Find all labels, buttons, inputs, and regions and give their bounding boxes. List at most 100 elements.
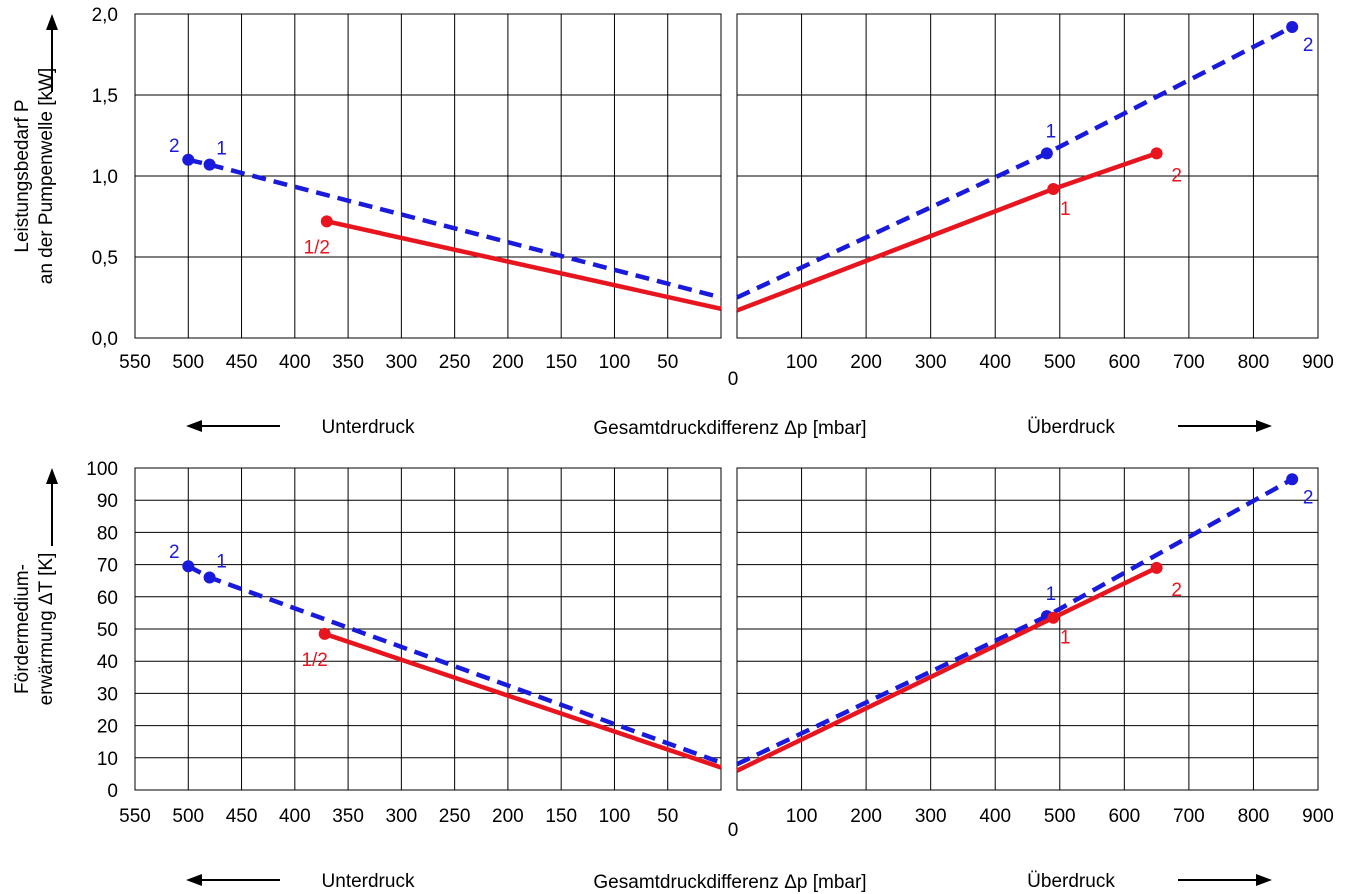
- x-tick-label-left: 150: [545, 352, 577, 373]
- x-tick-label-right: 900: [1302, 806, 1334, 827]
- x-tick-label-right: 200: [850, 806, 882, 827]
- x-tick-label-zero: 0: [728, 820, 739, 841]
- left-arrow-icon: [186, 420, 202, 432]
- x-tick-label-left: 250: [439, 806, 471, 827]
- point-label: 1: [1060, 628, 1071, 649]
- x-tick-label-left: 400: [279, 352, 311, 373]
- left-region-label: Unterdruck: [322, 871, 415, 892]
- y-tick-label: 100: [86, 459, 118, 480]
- x-tick-label-right: 600: [1108, 352, 1140, 373]
- y-tick-label: 1,5: [92, 86, 118, 107]
- series-solid-red: 1/2 1 2: [301, 561, 1182, 773]
- x-tick-label-left: 350: [332, 352, 364, 373]
- point-label: 2: [1303, 35, 1314, 56]
- data-point: [182, 560, 195, 573]
- series-line-left: [326, 219, 722, 312]
- left-region-label: Unterdruck: [322, 417, 415, 438]
- y-tick-label: 70: [97, 556, 118, 577]
- grid: [134, 13, 1319, 339]
- x-tick-label-right: 800: [1238, 352, 1270, 373]
- right-region-label: Überdruck: [1027, 417, 1115, 438]
- x-tick-label-left: 100: [599, 806, 631, 827]
- y-tick-label: 1,0: [92, 167, 118, 188]
- x-axis-title: Gesamtdruckdifferenz Δp [mbar]: [593, 872, 866, 893]
- x-tick-label-left: 50: [657, 352, 678, 373]
- x-tick-label-right: 500: [1044, 806, 1076, 827]
- x-tick-label-left: 550: [119, 352, 151, 373]
- point-label: 1: [1060, 199, 1071, 220]
- y-tick-label: 2,0: [92, 5, 118, 26]
- data-point: [1040, 147, 1053, 160]
- y-tick-label: 90: [97, 491, 118, 512]
- plot-frame-right: [736, 13, 1319, 339]
- series-line-right: [736, 477, 1294, 767]
- series-line-left: [187, 157, 722, 300]
- series-line-right: [736, 565, 1158, 773]
- y-axis-title: Fördermedium-erwärmung ΔT [K]: [12, 553, 57, 706]
- grid: [134, 467, 1319, 791]
- y-tick-label: 50: [97, 620, 118, 641]
- x-tick-label-right: 400: [979, 806, 1011, 827]
- right-region-label: Überdruck: [1027, 871, 1115, 892]
- x-tick-label-right: 800: [1238, 806, 1270, 827]
- point-label: 1: [216, 139, 227, 160]
- x-tick-label-right: 100: [786, 806, 818, 827]
- left-arrow-icon: [186, 874, 202, 886]
- data-point: [1047, 182, 1060, 195]
- y-tick-label: 0,0: [92, 329, 118, 350]
- series-solid-red: 1/2 1 2: [304, 147, 1182, 313]
- y-tick-label: 60: [97, 588, 118, 609]
- y-tick-label: 40: [97, 652, 118, 673]
- x-tick-label-right: 400: [979, 352, 1011, 373]
- plot-frame-left: [134, 467, 722, 791]
- x-tick-label-right: 700: [1173, 352, 1205, 373]
- x-tick-label-left: 150: [545, 806, 577, 827]
- x-tick-label-right: 100: [786, 352, 818, 373]
- data-point: [1286, 473, 1299, 486]
- x-tick-label-zero: 0: [728, 369, 739, 390]
- point-label: 1: [1046, 584, 1057, 605]
- x-tick-label-right: 900: [1302, 352, 1334, 373]
- x-tick-label-left: 450: [226, 352, 258, 373]
- x-tick-label-left: 200: [492, 352, 524, 373]
- x-tick-label-right: 300: [915, 806, 947, 827]
- x-tick-label-right: 200: [850, 352, 882, 373]
- data-point: [320, 215, 333, 228]
- series-dashed-blue: 2 1 1 2: [169, 473, 1314, 767]
- x-tick-label-left: 300: [386, 806, 418, 827]
- data-point: [182, 153, 195, 166]
- plot-frame-left: [134, 13, 722, 339]
- y-tick-label: 0,5: [92, 248, 118, 269]
- x-tick-label-left: 450: [226, 806, 258, 827]
- x-tick-label-left: 400: [279, 806, 311, 827]
- data-point: [1150, 561, 1163, 574]
- x-tick-label-left: 300: [386, 352, 418, 373]
- x-tick-label-left: 250: [439, 352, 471, 373]
- x-tick-label-right: 300: [915, 352, 947, 373]
- data-point: [1150, 147, 1163, 160]
- point-label: 1/2: [301, 650, 327, 671]
- y-axis-title-line2: an der Pumpenwelle [kW]: [36, 68, 57, 285]
- series-line-right: [736, 151, 1158, 313]
- point-label: 2: [169, 542, 180, 563]
- y-tick-label: 80: [97, 523, 118, 544]
- up-arrow-icon: [46, 14, 58, 30]
- data-point: [318, 627, 331, 640]
- series-dashed-blue: 2 1 1 2: [169, 20, 1314, 300]
- point-label: 2: [1303, 487, 1314, 508]
- x-tick-label-right: 500: [1044, 352, 1076, 373]
- plot-frame-right: [736, 467, 1319, 791]
- x-axis-title: Gesamtdruckdifferenz Δp [mbar]: [593, 418, 866, 439]
- x-tick-label-right: 600: [1108, 806, 1140, 827]
- y-axis-title-line1: Fördermedium-: [12, 564, 33, 694]
- x-tick-label-left: 50: [657, 806, 678, 827]
- x-tick-label-left: 100: [599, 352, 631, 373]
- y-tick-label: 20: [97, 717, 118, 738]
- right-arrow-icon: [1256, 874, 1272, 886]
- up-arrow-icon: [46, 468, 58, 484]
- data-point: [1286, 20, 1299, 33]
- point-label: 1: [216, 551, 227, 572]
